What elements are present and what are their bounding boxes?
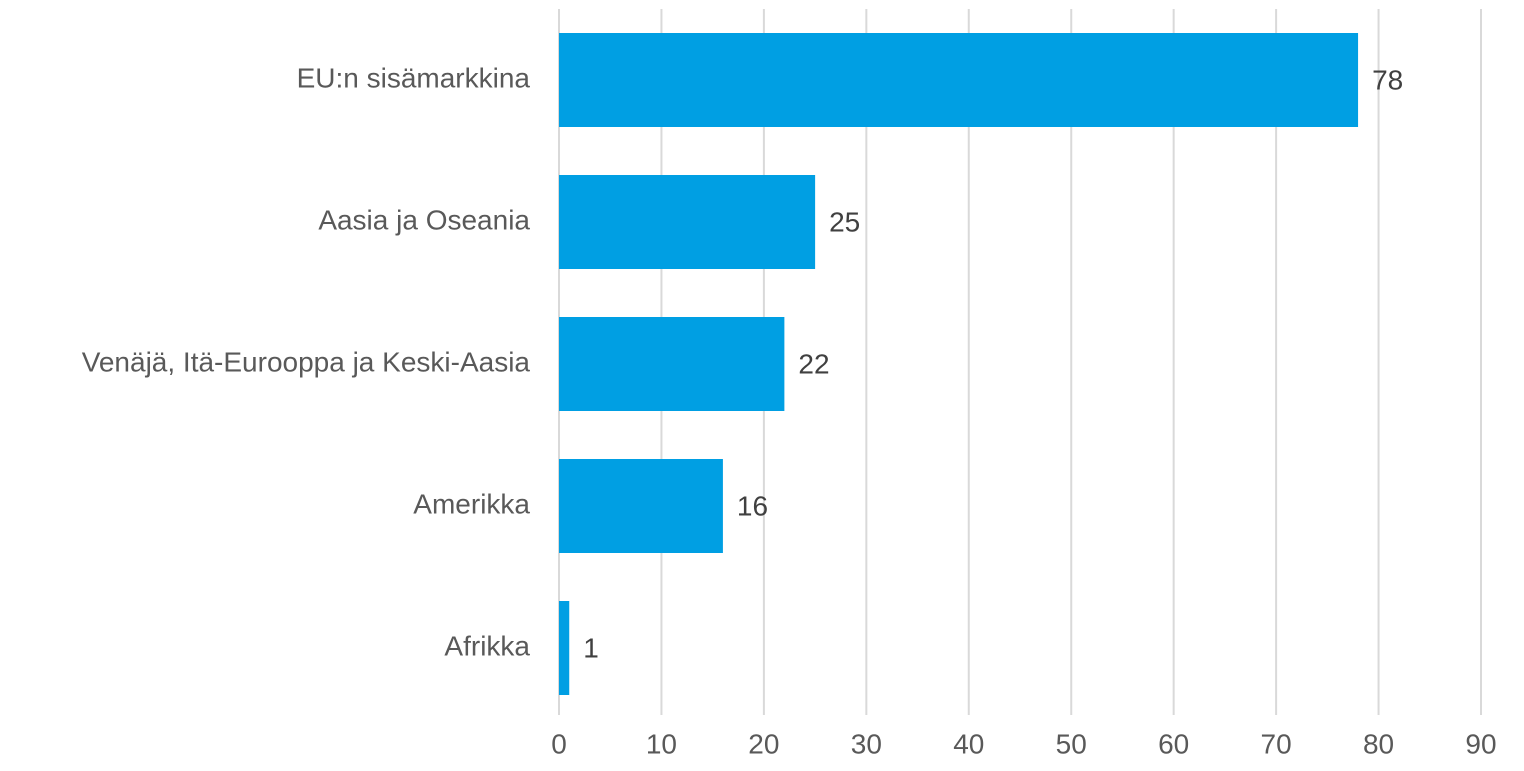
- y-tick-label: Afrikka: [444, 630, 530, 661]
- x-tick-label: 70: [1261, 728, 1292, 759]
- x-tick-label: 60: [1158, 728, 1189, 759]
- y-tick-label: Amerikka: [413, 488, 530, 519]
- bar: [559, 33, 1359, 127]
- x-tick-label: 0: [551, 728, 567, 759]
- value-label: 1: [583, 632, 599, 663]
- bar: [559, 459, 723, 553]
- x-tick-label: 80: [1363, 728, 1394, 759]
- value-label: 78: [1372, 64, 1403, 95]
- value-label: 16: [737, 490, 768, 521]
- x-tick-label: 40: [953, 728, 984, 759]
- x-tick-label: 50: [1056, 728, 1087, 759]
- value-label: 25: [829, 206, 860, 237]
- bar: [559, 175, 816, 269]
- bar: [559, 601, 570, 695]
- x-tick-label: 10: [646, 728, 677, 759]
- bar: [559, 317, 785, 411]
- value-label: 22: [798, 348, 829, 379]
- y-tick-label: EU:n sisämarkkina: [297, 62, 531, 93]
- x-tick-label: 30: [851, 728, 882, 759]
- y-tick-label: Venäjä, Itä-Eurooppa ja Keski-Aasia: [82, 346, 531, 377]
- y-tick-label: Aasia ja Oseania: [318, 204, 530, 235]
- x-tick-label: 20: [748, 728, 779, 759]
- x-tick-label: 90: [1465, 728, 1496, 759]
